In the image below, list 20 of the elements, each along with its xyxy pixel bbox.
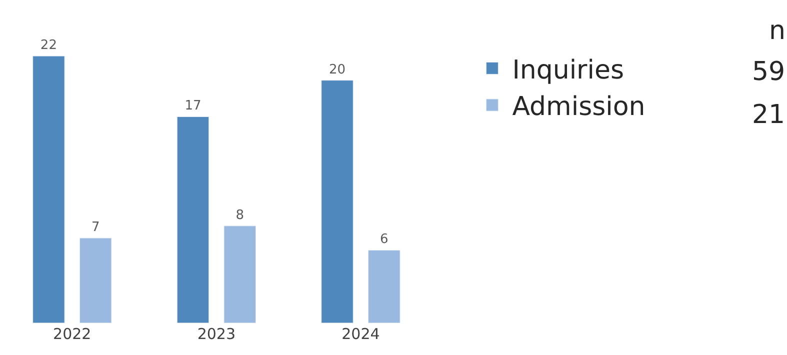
legend-title: n	[769, 16, 786, 46]
data-label: 8	[236, 208, 244, 223]
data-label: 17	[184, 98, 202, 114]
x-tick-label: 2023	[197, 325, 236, 343]
x-tick-label: 2024	[342, 325, 380, 343]
legend-label: Inquiries	[512, 55, 624, 86]
data-label: 7	[91, 220, 100, 236]
bar	[224, 226, 256, 323]
bar	[79, 238, 112, 323]
data-label: 20	[328, 62, 346, 78]
data-label: 6	[380, 232, 388, 248]
x-tick-label: 2022	[53, 325, 92, 343]
bar	[368, 250, 400, 323]
legend-label: Admission	[512, 92, 646, 122]
text: 21	[752, 100, 786, 130]
bar	[32, 56, 65, 323]
bar	[321, 80, 354, 323]
data-label: 22	[40, 38, 57, 54]
text: 59	[752, 57, 786, 87]
bar	[176, 116, 210, 323]
